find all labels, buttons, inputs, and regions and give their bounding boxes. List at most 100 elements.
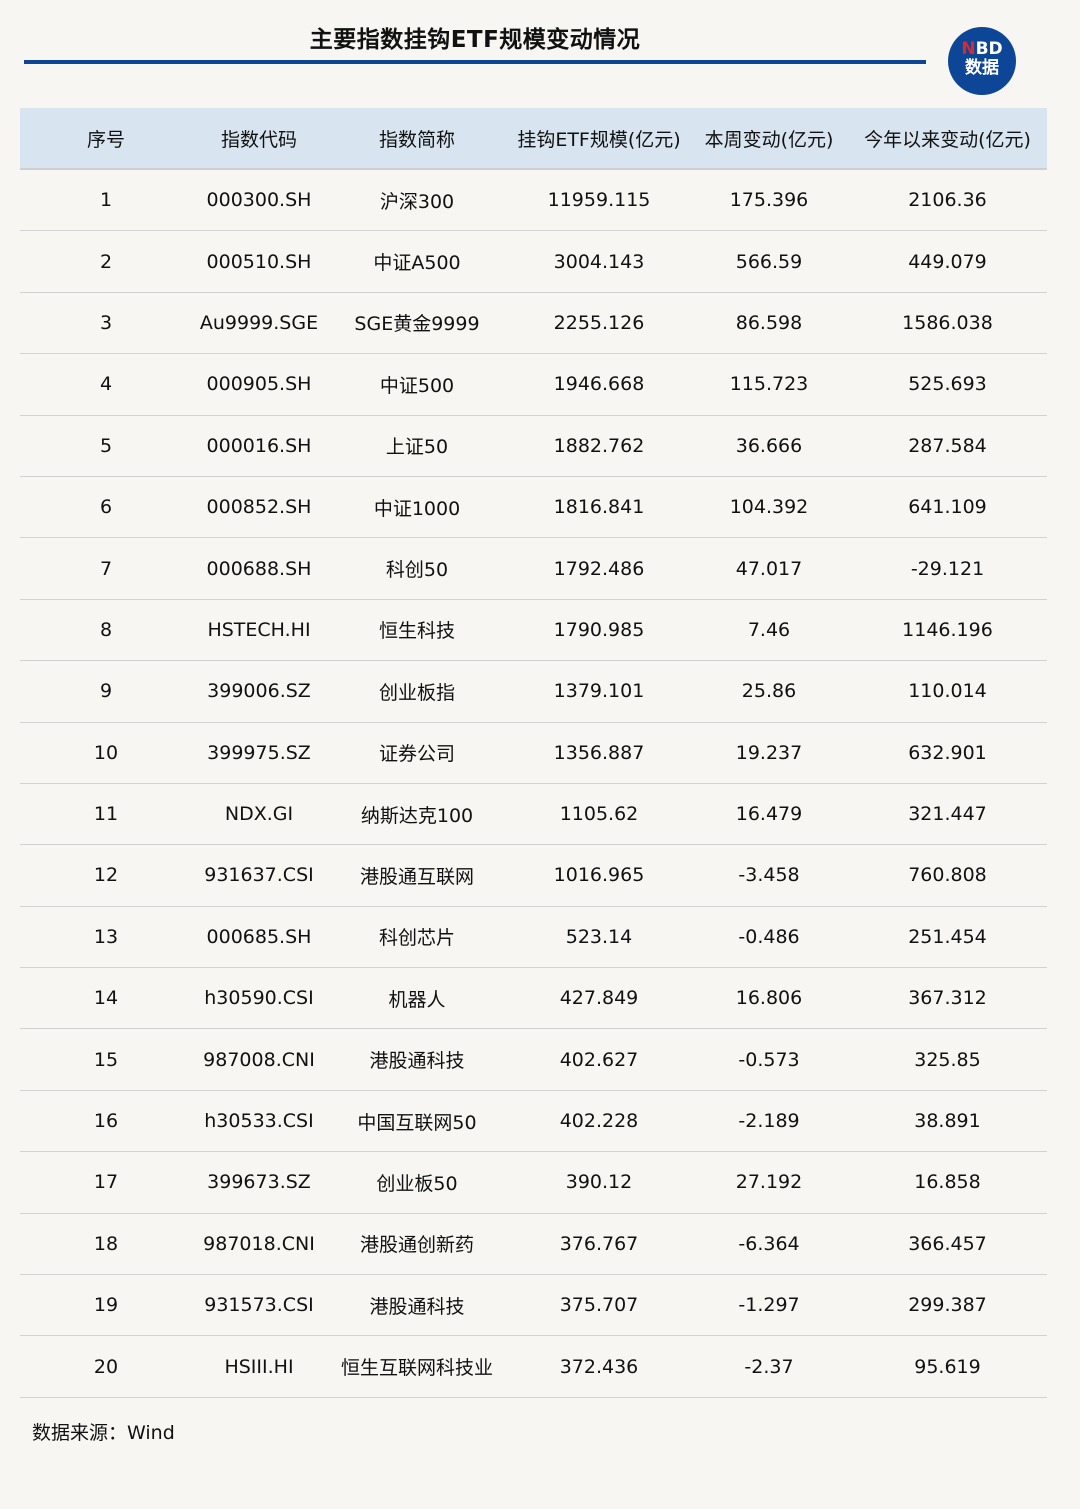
table-cell: 1016.965: [508, 844, 690, 907]
table-cell: -1.297: [690, 1274, 848, 1337]
table-cell: 中证A500: [326, 230, 508, 293]
table-cell: -3.458: [690, 844, 848, 907]
table-cell: h30590.CSI: [192, 967, 326, 1030]
table-row: 16 h30533.CSI 中国互联网50 402.228 -2.189 38.891: [20, 1090, 1047, 1153]
table-cell: 7.46: [690, 599, 848, 662]
table-row: 17 399673.SZ 创业板50 390.12 27.192 16.858: [20, 1151, 1047, 1214]
table-cell: 000688.SH: [192, 537, 326, 600]
nbd-logo: NBD 数据: [948, 27, 1016, 95]
table-cell: 中证1000: [326, 476, 508, 539]
table-cell: 科创50: [326, 537, 508, 600]
table-cell: 11959.115: [508, 169, 690, 232]
table-cell: 创业板指: [326, 660, 508, 723]
table-row: 11 NDX.GI 纳斯达克100 1105.62 16.479 321.447: [20, 783, 1047, 846]
table-cell: 2106.36: [848, 169, 1047, 232]
table-cell: 321.447: [848, 783, 1047, 846]
table-cell: 95.619: [848, 1335, 1047, 1398]
table-cell: 13: [20, 906, 192, 969]
table-cell: 1816.841: [508, 476, 690, 539]
column-header: 挂钩ETF规模(亿元): [508, 108, 690, 170]
table-cell: -2.37: [690, 1335, 848, 1398]
table-cell: 证券公司: [326, 722, 508, 784]
table-cell: -0.486: [690, 906, 848, 969]
table-cell: 1356.887: [508, 722, 690, 784]
table-row: 8 HSTECH.HI 恒生科技 1790.985 7.46 1146.196: [20, 599, 1047, 662]
table-cell: 10: [20, 722, 192, 784]
etf-table: 序号 指数代码 指数简称 挂钩ETF规模(亿元) 本周变动(亿元) 今年以来变动(亿元) …: [20, 108, 1047, 1398]
table-cell: 机器人: [326, 967, 508, 1030]
table-cell: 1946.668: [508, 353, 690, 416]
table-cell: 525.693: [848, 353, 1047, 416]
table-cell: -0.573: [690, 1028, 848, 1091]
table-row: 5 000016.SH 上证50 1882.762 36.666 287.584: [20, 415, 1047, 477]
table-cell: 恒生科技: [326, 599, 508, 662]
table-cell: 2255.126: [508, 292, 690, 355]
table-row: 2 000510.SH 中证A500 3004.143 566.59 449.079: [20, 230, 1047, 293]
table-cell: 402.228: [508, 1090, 690, 1153]
table-cell: 19: [20, 1274, 192, 1337]
table-cell: 2: [20, 230, 192, 293]
table-cell: 000685.SH: [192, 906, 326, 969]
table-row: 18 987018.CNI 港股通创新药 376.767 -6.364 366.457: [20, 1213, 1047, 1276]
table-cell: 港股通科技: [326, 1028, 508, 1091]
table-row: 15 987008.CNI 港股通科技 402.627 -0.573 325.85: [20, 1028, 1047, 1091]
table-cell: 16.858: [848, 1151, 1047, 1214]
table-cell: 449.079: [848, 230, 1047, 293]
table-cell: h30533.CSI: [192, 1090, 326, 1153]
table-cell: 11: [20, 783, 192, 846]
table-cell: 1792.486: [508, 537, 690, 600]
table-row: 10 399975.SZ 证券公司 1356.887 19.237 632.901: [20, 722, 1047, 784]
title-divider: [24, 60, 926, 64]
table-cell: 523.14: [508, 906, 690, 969]
table-cell: 14: [20, 967, 192, 1030]
table-cell: 1882.762: [508, 415, 690, 477]
column-header: 本周变动(亿元): [690, 108, 848, 170]
table-cell: 000852.SH: [192, 476, 326, 539]
table-cell: 27.192: [690, 1151, 848, 1214]
table-cell: 987018.CNI: [192, 1213, 326, 1276]
table-cell: 3004.143: [508, 230, 690, 293]
table-row: 1 000300.SH 沪深300 11959.115 175.396 2106.36: [20, 169, 1047, 232]
table-cell: 中证500: [326, 353, 508, 416]
table-cell: 3: [20, 292, 192, 355]
table-cell: 376.767: [508, 1213, 690, 1276]
table-cell: 110.014: [848, 660, 1047, 723]
table-cell: 恒生互联网科技业: [326, 1335, 508, 1398]
table-cell: 5: [20, 415, 192, 477]
table-cell: 9: [20, 660, 192, 723]
table-cell: -6.364: [690, 1213, 848, 1276]
table-cell: 1586.038: [848, 292, 1047, 355]
table-cell: 8: [20, 599, 192, 662]
table-cell: 115.723: [690, 353, 848, 416]
table-row: 3 Au9999.SGE SGE黄金9999 2255.126 86.598 1586.0…: [20, 292, 1047, 355]
table-cell: Au9999.SGE: [192, 292, 326, 355]
data-source: 数据来源：Wind: [32, 1422, 175, 1444]
table-cell: 16.479: [690, 783, 848, 846]
table-cell: 港股通科技: [326, 1274, 508, 1337]
table-cell: 390.12: [508, 1151, 690, 1214]
table-cell: 19.237: [690, 722, 848, 784]
table-cell: 1: [20, 169, 192, 232]
table-cell: -29.121: [848, 537, 1047, 600]
table-cell: 港股通创新药: [326, 1213, 508, 1276]
table-cell: 科创芯片: [326, 906, 508, 969]
table-cell: 1790.985: [508, 599, 690, 662]
table-row: 12 931637.CSI 港股通互联网 1016.965 -3.458 760.808: [20, 844, 1047, 907]
table-row: 6 000852.SH 中证1000 1816.841 104.392 641.109: [20, 476, 1047, 539]
table-cell: 36.666: [690, 415, 848, 477]
table-cell: 000905.SH: [192, 353, 326, 416]
table-cell: 251.454: [848, 906, 1047, 969]
table-cell: 000016.SH: [192, 415, 326, 477]
table-cell: 7: [20, 537, 192, 600]
table-cell: HSTECH.HI: [192, 599, 326, 662]
column-header: 指数代码: [192, 108, 326, 170]
table-cell: 1105.62: [508, 783, 690, 846]
table-cell: 399673.SZ: [192, 1151, 326, 1214]
table-cell: 12: [20, 844, 192, 907]
table-cell: 367.312: [848, 967, 1047, 1030]
table-cell: 987008.CNI: [192, 1028, 326, 1091]
table-cell: 上证50: [326, 415, 508, 477]
table-cell: 402.627: [508, 1028, 690, 1091]
table-cell: 000510.SH: [192, 230, 326, 293]
table-cell: 375.707: [508, 1274, 690, 1337]
